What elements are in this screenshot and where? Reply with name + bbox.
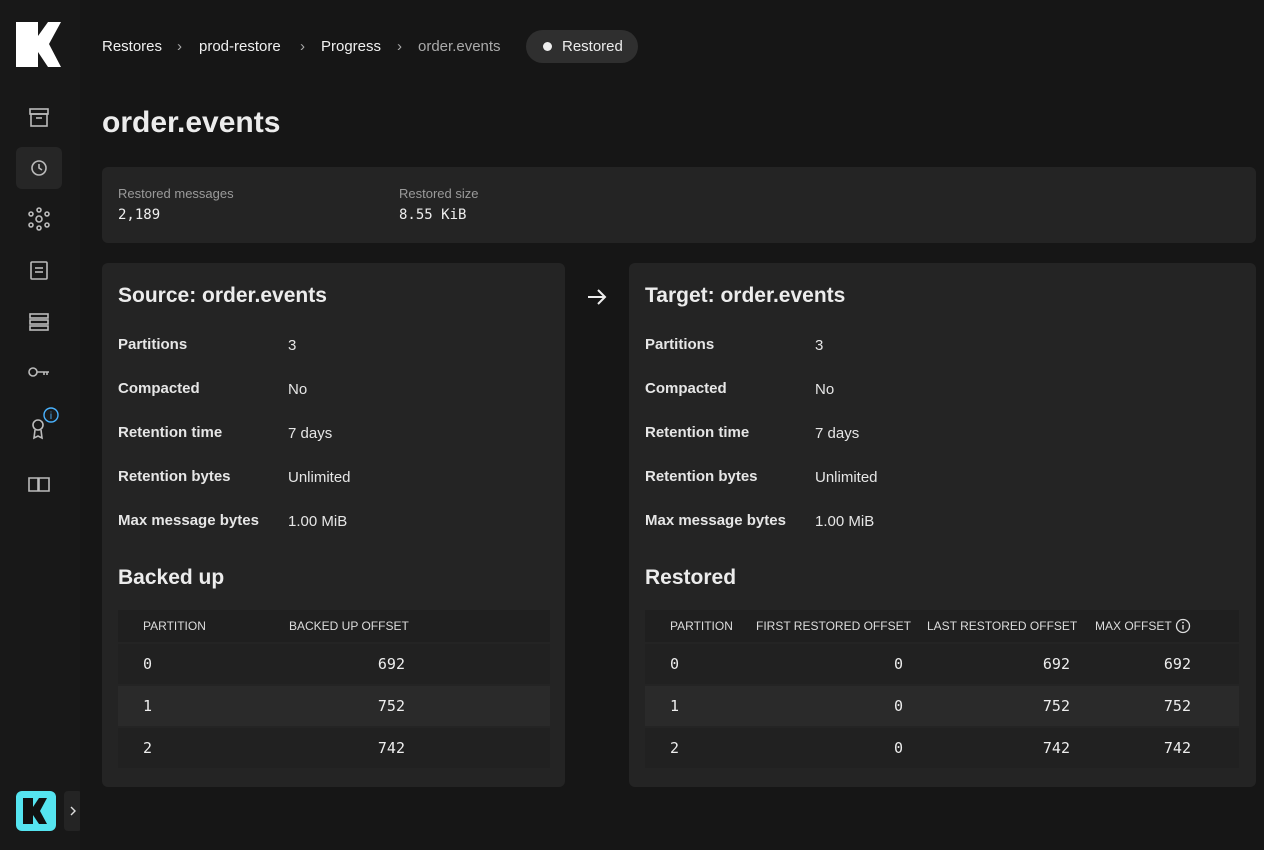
card-title: Source: order.events [118, 284, 327, 307]
table-cell: 1 [143, 697, 153, 715]
status-pill: Restored [526, 30, 638, 63]
column-header: FIRST RESTORED OFFSET [756, 619, 911, 633]
table-cell: 692 [377, 655, 405, 673]
card-title: Target: order.events [645, 284, 846, 307]
property-label: Compacted [645, 380, 727, 397]
table-row [118, 686, 550, 726]
column-header: PARTITION [143, 619, 206, 633]
property-value: Unlimited [288, 469, 351, 486]
property-value: 3 [288, 337, 297, 354]
page-title: order.events [102, 106, 281, 139]
expand-button[interactable] [64, 791, 80, 831]
property-value: 1.00 MiB [815, 513, 875, 530]
nav-icons[interactable] [28, 108, 50, 492]
table-cell: 0 [893, 655, 903, 673]
arrow-icon [588, 289, 607, 305]
breadcrumb-link[interactable]: Restores [102, 38, 163, 55]
stats-card: Restored messages 2,189 Restored size 8.… [102, 167, 1256, 243]
table-cell: 752 [377, 697, 405, 715]
property-value: 1.00 MiB [288, 513, 348, 530]
sidebar-icons: i [16, 22, 80, 831]
property-value: Unlimited [815, 469, 878, 486]
stat-label: Restored size [399, 186, 479, 201]
table-cell: 0 [893, 697, 903, 715]
sidebar: i [0, 0, 80, 850]
table-title: Restored [645, 566, 737, 589]
table-cell: 2 [143, 739, 153, 757]
table-cell: 692 [1163, 655, 1191, 673]
table-row [645, 644, 1239, 684]
stat-value: 2,189 [118, 207, 161, 223]
source-card: Source: order.events Partitions 3 Compacted… [102, 263, 565, 787]
table-title: Backed up [118, 566, 225, 589]
table-cell: 742 [1163, 739, 1191, 757]
property-label: Max message bytes [645, 512, 786, 529]
table-row [645, 728, 1239, 768]
breadcrumb-link[interactable]: Progress [321, 38, 382, 55]
breadcrumb-current: order.events [418, 38, 501, 55]
property-label: Partitions [118, 336, 188, 353]
target-card: Target: order.events Partitions 3 Compacted… [629, 263, 1256, 787]
table-row [645, 686, 1239, 726]
stat-value: 8.55 KiB [399, 207, 467, 223]
table-cell: 752 [1163, 697, 1191, 715]
table-cell: 692 [1042, 655, 1070, 673]
property-label: Retention time [645, 424, 750, 441]
stat-label: Restored messages [118, 186, 234, 201]
table-header-row [118, 610, 550, 642]
table-cell: 0 [670, 655, 680, 673]
table-cell: 742 [1042, 739, 1070, 757]
property-label: Retention bytes [118, 468, 231, 485]
table-cell: 1 [670, 697, 680, 715]
column-header: MAX OFFSET [1095, 619, 1172, 633]
property-value: 3 [815, 337, 824, 354]
breadcrumb-separator: › [177, 38, 182, 55]
table-cell: 2 [670, 739, 680, 757]
property-value: No [288, 381, 308, 398]
property-label: Max message bytes [118, 512, 259, 529]
breadcrumb-separator: › [397, 38, 402, 55]
info-badge [43, 407, 59, 423]
property-value: No [815, 381, 835, 398]
breadcrumb-link[interactable]: prod-restore [199, 38, 281, 55]
column-header: PARTITION [670, 619, 733, 633]
table-cell: 0 [143, 655, 153, 673]
property-value: 7 days [815, 425, 860, 442]
property-value: 7 days [288, 425, 333, 442]
column-header: BACKED UP OFFSET [289, 619, 409, 633]
property-label: Compacted [118, 380, 200, 397]
table-row [118, 644, 550, 684]
status-text: Restored [562, 38, 623, 55]
property-label: Retention time [118, 424, 223, 441]
table-row [118, 728, 550, 768]
status-dot [543, 42, 552, 51]
table-cell: 0 [893, 739, 903, 757]
logo[interactable] [16, 22, 61, 67]
table-header-row [645, 610, 1239, 642]
info-badge-i: i [50, 411, 52, 422]
table-cell: 752 [1042, 697, 1070, 715]
table-cell: 742 [377, 739, 405, 757]
column-header: LAST RESTORED OFFSET [927, 619, 1078, 633]
info-icon[interactable] [1175, 618, 1191, 634]
property-label: Partitions [645, 336, 715, 353]
breadcrumb-separator: › [300, 38, 305, 55]
property-label: Retention bytes [645, 468, 758, 485]
